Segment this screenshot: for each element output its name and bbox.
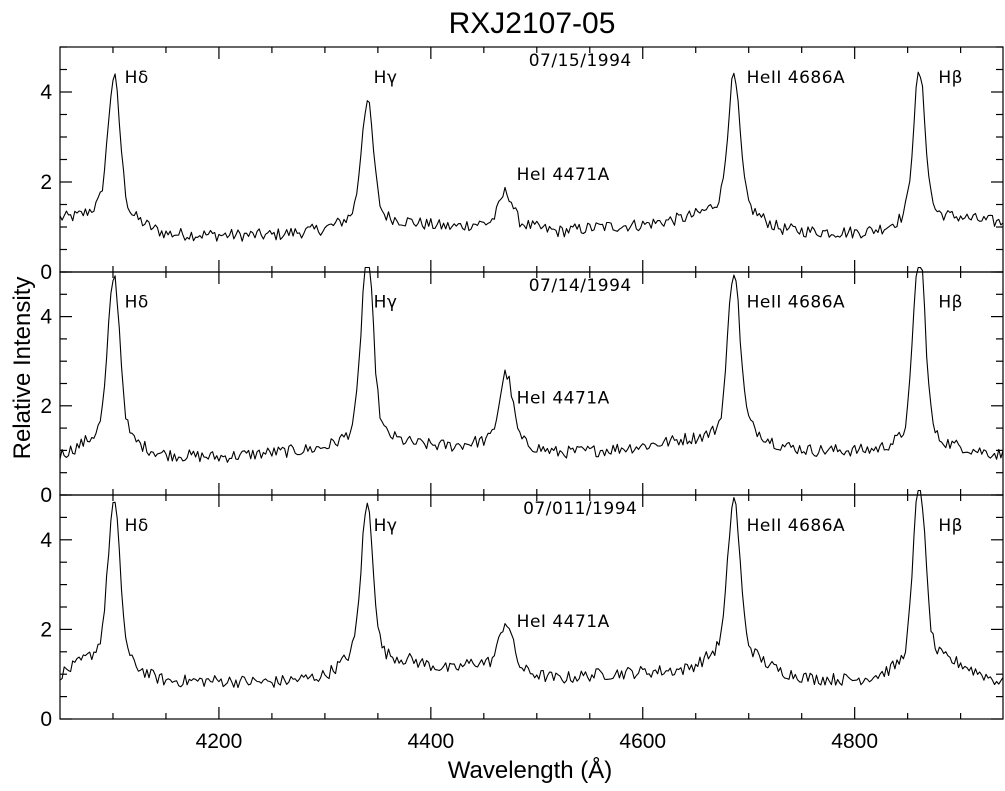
hei-4471-label: HeI 4471A (517, 165, 610, 185)
h-beta-label: Hβ (938, 516, 963, 536)
y-tick-label: 4 (40, 81, 52, 104)
y-tick-label: 2 (40, 618, 52, 641)
chart-title: RXJ2107-05 (449, 7, 616, 40)
observation-date: 07/011/1994 (523, 499, 637, 519)
h-beta-label: Hβ (938, 68, 963, 88)
y-tick-label: 0 (40, 484, 52, 507)
panel-frame (59, 494, 1004, 720)
x-tick-label: 4200 (196, 730, 243, 753)
y-tick-label: 4 (40, 306, 52, 329)
y-tick-label: 0 (40, 708, 52, 731)
x-tick-label: 4800 (831, 730, 878, 753)
x-tick-label: 4600 (619, 730, 666, 753)
h-gamma-label: Hγ (374, 68, 398, 88)
spectrum-panel-3: 0 2 4 07/011/1994 Hδ Hγ HeI 4471A HeII 4686A Hβ (40, 489, 1004, 731)
heii-4686-label: HeII 4686A (747, 68, 846, 88)
y-tick-label: 2 (40, 171, 52, 194)
observation-date: 07/15/1994 (529, 51, 632, 71)
panels-group: 0 2 4 07/15/1994 Hδ Hγ HeI 4471A HeII 4686A Hβ 0 2… (40, 46, 1004, 731)
x-tick-labels: 4200 4400 4600 4800 (196, 730, 878, 753)
h-delta-label: Hδ (125, 293, 149, 313)
h-gamma-label: Hγ (374, 516, 398, 536)
y-tick-label: 0 (40, 261, 52, 284)
heii-4686-label: HeII 4686A (747, 516, 846, 536)
spectrum-line (59, 266, 1004, 463)
h-delta-label: Hδ (125, 516, 149, 536)
spectrum-panel-2: 0 2 4 07/14/1994 Hδ Hγ HeI 4471A HeII 4686A Hβ (40, 266, 1004, 507)
x-axis-title: Wavelength (Å) (448, 756, 613, 784)
h-gamma-label: Hγ (374, 293, 398, 313)
y-tick-label: 2 (40, 395, 52, 418)
hei-4471-label: HeI 4471A (517, 389, 610, 409)
spectrum-line (59, 71, 1004, 242)
spectrum-panel-1: 0 2 4 07/15/1994 Hδ Hγ HeI 4471A HeII 4686A Hβ (40, 46, 1004, 284)
y-tick-label: 4 (40, 529, 52, 552)
heii-4686-label: HeII 4686A (747, 293, 846, 313)
panel-frame (59, 271, 1004, 496)
spectrum-line (59, 489, 1004, 689)
h-delta-label: Hδ (125, 68, 149, 88)
observation-date: 07/14/1994 (529, 276, 632, 296)
h-beta-label: Hβ (938, 293, 963, 313)
hei-4471-label: HeI 4471A (517, 612, 610, 632)
x-tick-label: 4400 (407, 730, 454, 753)
y-axis-title: Relative Intensity (9, 277, 36, 460)
